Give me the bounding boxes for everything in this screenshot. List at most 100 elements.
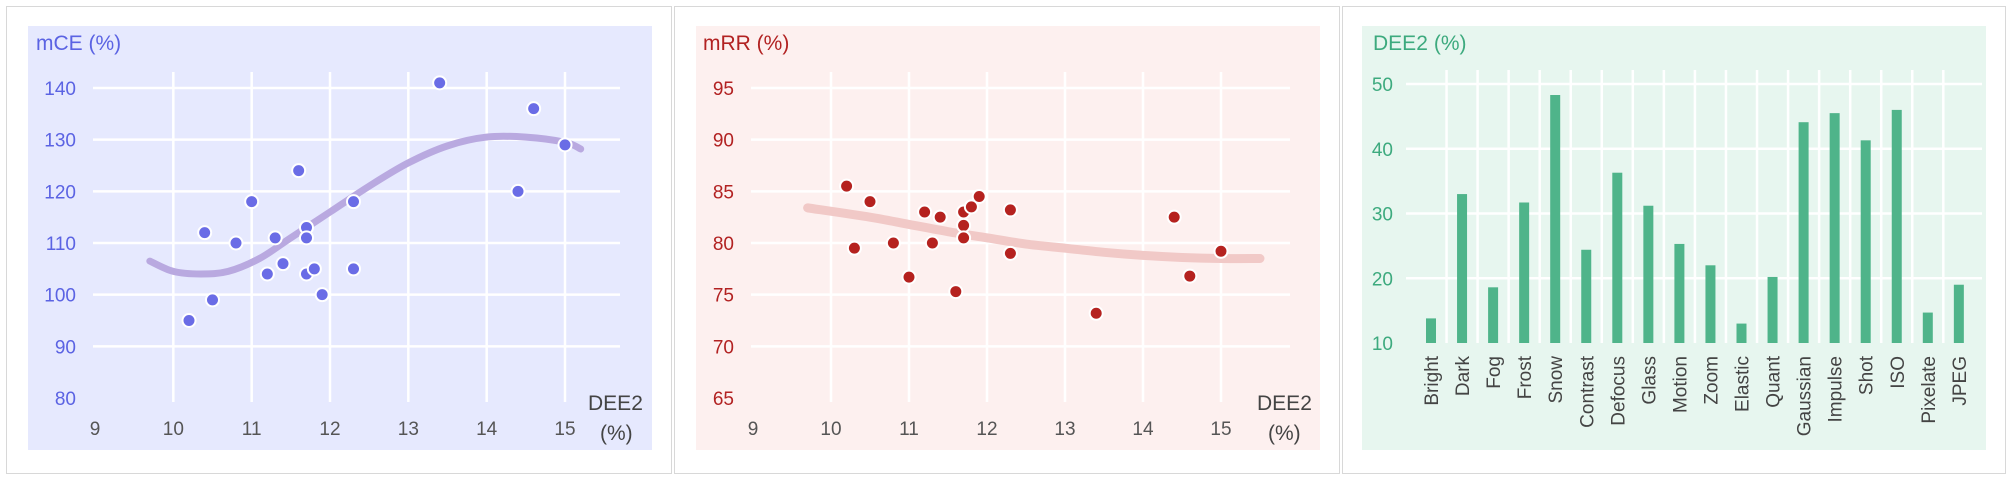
mrr-x-axis-label-sub: 2: [1300, 392, 1312, 415]
dee-bar: [1674, 243, 1685, 343]
dee-y-ticks: 10 20 30 40 50: [1372, 75, 1393, 355]
dee-y-axis-label: DEE2 (%): [1373, 32, 1467, 55]
mrr-y-ticks: 65 70 75 80 85 90 95: [713, 79, 734, 410]
mrr-data-point: [932, 209, 948, 225]
mce-plot-background: [28, 26, 652, 450]
mce-x-tick-label: 11: [242, 419, 262, 440]
mrr-x-axis-label-main: DEE: [1257, 392, 1300, 415]
dee-x-tick-label: Impulse: [1826, 356, 1847, 423]
mce-data-point: [228, 235, 244, 251]
mce-data-point: [267, 230, 283, 246]
mrr-x-tick-label: 11: [899, 419, 919, 440]
dee-bar: [1891, 109, 1902, 344]
mrr-data-point: [956, 230, 972, 246]
mce-y-tick-label: 100: [44, 286, 76, 307]
dee-y-axis-label-sub: 2: [1416, 32, 1428, 55]
mce-data-point: [510, 183, 526, 199]
mce-data-point: [299, 230, 314, 246]
dee-bars: [1426, 95, 1964, 344]
mrr-x-tick-label: 13: [1054, 419, 1075, 440]
dee-bar: [1488, 287, 1499, 343]
mce-x-axis-label-sub: 2: [631, 392, 643, 415]
mce-x-tick-label: 12: [319, 419, 340, 440]
mrr-data-point: [956, 217, 972, 233]
dee-y-tick-label: 50: [1372, 75, 1393, 96]
mce-data-point: [275, 256, 291, 272]
mce-x-axis-label-main: DEE: [588, 392, 631, 415]
dee-y-tick-label: 30: [1372, 205, 1393, 226]
mrr-x-axis-unit: (%): [1268, 422, 1301, 445]
mce-y-ticks: 80 90 100 110 120 130 140: [44, 79, 76, 410]
mrr-data-point: [1213, 243, 1229, 259]
mrr-x-axis-label: DEE2: [1257, 392, 1312, 415]
dee-grid: [1406, 70, 1982, 343]
mce-x-ticks: 9 10 11 12 13 14 15: [90, 419, 576, 440]
mce-points: [181, 75, 573, 328]
dee-bar: [1426, 318, 1436, 343]
mce-chart: mCE (%) 80 90 100 110 120 130 140 9 10 11 12 13 14 1…: [28, 26, 652, 450]
dee-x-tick-label: JPEG: [1950, 356, 1971, 406]
mce-data-point: [346, 194, 361, 210]
mrr-data-point: [963, 199, 979, 215]
dee-x-ticks: Bright Dark Fog Frost Snow Contrast Defocus Gla…: [1422, 355, 1971, 436]
dee-x-tick-label: Fog: [1484, 356, 1505, 389]
dee-x-tick-label: ISO: [1888, 356, 1909, 389]
dee-x-tick-label: Snow: [1546, 356, 1567, 404]
mrr-data-point: [846, 240, 862, 256]
dee-chart: DEE2 (%) 10 20 30 40 50 Bright Dark Fog Frost Sno…: [1362, 26, 1986, 450]
dee-x-tick-label: Glass: [1639, 356, 1660, 405]
mce-data-point: [432, 75, 448, 91]
dee-bar: [1829, 113, 1840, 343]
mrr-y-tick-label: 95: [713, 79, 734, 100]
mrr-data-point: [1002, 202, 1018, 218]
dee-x-tick-label: Defocus: [1608, 356, 1629, 426]
mrr-x-tick-label: 15: [1210, 419, 1231, 440]
dee-bar: [1550, 95, 1561, 343]
mrr-y-tick-label: 75: [713, 286, 734, 307]
mrr-data-point: [885, 235, 901, 251]
dee-bar: [1953, 284, 1964, 343]
mce-y-tick-label: 110: [46, 234, 76, 255]
mce-x-tick-label: 14: [476, 419, 498, 440]
mce-y-tick-label: 140: [44, 79, 76, 100]
dee-y-axis-label-unit: (%): [1434, 32, 1467, 55]
dee-bar: [1860, 140, 1871, 343]
dee-bar: [1519, 202, 1530, 343]
mrr-data-point: [1182, 268, 1198, 284]
mce-data-point: [244, 194, 260, 210]
mrr-data-point: [924, 235, 940, 251]
mrr-y-tick-label: 80: [713, 234, 734, 255]
mrr-trend-line: [803, 203, 1265, 264]
dee-x-tick-label: Pixelate: [1919, 356, 1940, 424]
mrr-y-tick-label: 85: [713, 182, 734, 203]
mrr-y-tick-label: 65: [713, 389, 734, 410]
mce-data-point: [181, 313, 197, 328]
mrr-data-point: [1166, 209, 1182, 225]
dee-bar: [1767, 276, 1778, 343]
mce-data-point: [259, 266, 275, 282]
mce-data-point: [526, 101, 542, 117]
mrr-x-tick-label: 14: [1132, 419, 1154, 440]
dee-x-tick-label: Bright: [1422, 355, 1443, 405]
mce-data-point: [306, 261, 322, 277]
mce-x-tick-label: 13: [398, 419, 419, 440]
dee-bar: [1643, 205, 1654, 343]
mrr-data-point: [971, 189, 987, 204]
mrr-data-point: [862, 194, 878, 210]
mrr-y-axis-label: mRR (%): [703, 32, 789, 55]
mrr-x-tick-label: 12: [976, 419, 997, 440]
dee-bar: [1612, 172, 1623, 343]
mrr-data-point: [1002, 245, 1018, 261]
dee-bar: [1581, 249, 1592, 343]
dee-bar: [1798, 122, 1809, 343]
mce-y-tick-label: 80: [55, 389, 76, 410]
mrr-y-tick-label: 70: [713, 337, 734, 358]
dee-bar: [1922, 312, 1933, 343]
dee-y-axis-label-main: DEE: [1373, 32, 1416, 55]
mce-data-point: [346, 261, 361, 277]
mrr-y-tick-label: 90: [713, 131, 734, 152]
mce-x-tick-label: 15: [554, 419, 575, 440]
dee-x-tick-label: Zoom: [1701, 356, 1722, 405]
mrr-points: [839, 178, 1229, 321]
